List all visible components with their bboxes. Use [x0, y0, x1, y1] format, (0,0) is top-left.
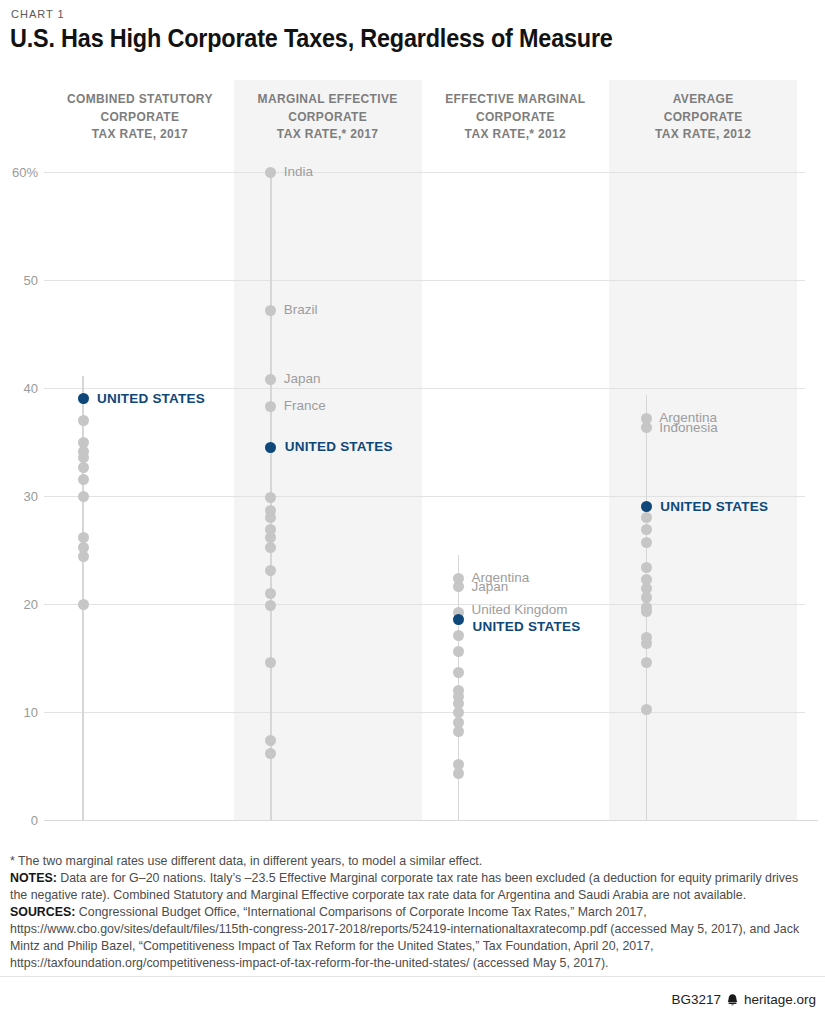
country-label: India	[284, 163, 313, 181]
column-header-line: CORPORATE	[422, 109, 610, 127]
report-id: BG3217	[671, 992, 721, 1007]
column-header-line: CORPORATE	[46, 109, 234, 127]
us-data-point	[78, 393, 89, 404]
chart-page: CHART 1 U.S. Has High Corporate Taxes, R…	[0, 0, 825, 1018]
country-label: Japan	[472, 578, 509, 596]
us-data-point	[641, 501, 652, 512]
column-header-line: CORPORATE	[609, 109, 797, 127]
us-label: UNITED STATES	[660, 498, 768, 516]
data-point	[265, 588, 276, 599]
data-point	[265, 532, 276, 543]
footnote-asterisk-text: * The two marginal rates use different d…	[10, 854, 482, 868]
data-point	[78, 452, 89, 463]
data-point	[453, 726, 464, 737]
y-axis-tick-label: 40	[4, 381, 38, 396]
data-point	[265, 735, 276, 746]
data-point	[453, 646, 464, 657]
data-point	[641, 512, 652, 523]
us-label: UNITED STATES	[285, 438, 393, 456]
country-label: Brazil	[284, 301, 318, 319]
column-header: COMBINED STATUTORYCORPORATETAX RATE, 201…	[46, 91, 234, 144]
column-header-line: TAX RATE,* 2017	[234, 126, 422, 144]
us-label: UNITED STATES	[97, 390, 205, 408]
column-header-line: AVERAGE	[609, 91, 797, 109]
data-point	[265, 657, 276, 668]
heritage-bell-icon	[726, 993, 739, 1006]
data-point	[78, 491, 89, 502]
sources-label: SOURCES:	[10, 905, 75, 919]
column-strip	[422, 80, 610, 820]
y-axis-tick-label: 10	[4, 705, 38, 720]
data-point	[78, 415, 89, 426]
column-header-line: CORPORATE	[234, 109, 422, 127]
y-axis-tick-label: 60%	[4, 165, 38, 180]
y-axis-tick-label: 50	[4, 273, 38, 288]
y-axis-tick-label: 0	[4, 813, 38, 828]
data-point	[641, 524, 652, 535]
footnote-notes: NOTES: Data are for G–20 nations. Italy’…	[10, 870, 816, 904]
y-axis-tick-label: 30	[4, 489, 38, 504]
gridline	[44, 604, 805, 605]
data-point	[641, 606, 652, 617]
gridline	[44, 280, 805, 281]
column-header-line: TAX RATE,* 2012	[422, 126, 610, 144]
data-point	[453, 667, 464, 678]
column-strip	[46, 80, 234, 820]
gridline	[44, 820, 818, 821]
data-point	[641, 537, 652, 548]
footer-divider	[0, 976, 825, 977]
data-point	[78, 462, 89, 473]
country-label: Indonesia	[659, 419, 718, 437]
footnotes: * The two marginal rates use different d…	[10, 853, 816, 972]
data-point	[78, 532, 89, 543]
data-point	[641, 657, 652, 668]
us-label: UNITED STATES	[473, 618, 581, 636]
column-header-line: TAX RATE, 2012	[609, 126, 797, 144]
data-point	[265, 167, 276, 178]
column-header: EFFECTIVE MARGINALCORPORATETAX RATE,* 20…	[422, 91, 610, 144]
notes-text: Data are for G–20 nations. Italy’s –23.5…	[10, 871, 798, 902]
data-point	[265, 305, 276, 316]
country-label: United Kingdom	[472, 601, 568, 619]
data-point	[641, 562, 652, 573]
column-header-line: COMBINED STATUTORY	[46, 91, 234, 109]
column-header-line: TAX RATE, 2017	[46, 126, 234, 144]
data-point	[265, 600, 276, 611]
column-header: MARGINAL EFFECTIVECORPORATETAX RATE,* 20…	[234, 91, 422, 144]
sources-text: Congressional Budget Office, “Internatio…	[10, 905, 799, 970]
column-header-line: EFFECTIVE MARGINAL	[422, 91, 610, 109]
data-point	[78, 474, 89, 485]
notes-label: NOTES:	[10, 871, 57, 885]
country-label: France	[284, 397, 326, 415]
gridline	[44, 712, 805, 713]
footnote-sources: SOURCES: Congressional Budget Office, “I…	[10, 904, 816, 972]
footnote-asterisk: * The two marginal rates use different d…	[10, 853, 816, 870]
data-point	[78, 599, 89, 610]
column-header: AVERAGECORPORATETAX RATE, 2012	[609, 91, 797, 144]
data-point	[453, 768, 464, 779]
data-point	[265, 748, 276, 759]
footer: BG3217 heritage.org	[671, 992, 816, 1007]
country-label: Japan	[284, 370, 321, 388]
gridline	[44, 172, 805, 173]
data-point	[453, 707, 464, 718]
data-point	[265, 492, 276, 503]
us-data-point	[453, 614, 464, 625]
y-axis-tick-label: 20	[4, 597, 38, 612]
column-header-line: MARGINAL EFFECTIVE	[234, 91, 422, 109]
data-point	[453, 630, 464, 641]
column-strip	[609, 80, 797, 820]
data-point	[78, 551, 89, 562]
footer-site: heritage.org	[744, 992, 816, 1007]
